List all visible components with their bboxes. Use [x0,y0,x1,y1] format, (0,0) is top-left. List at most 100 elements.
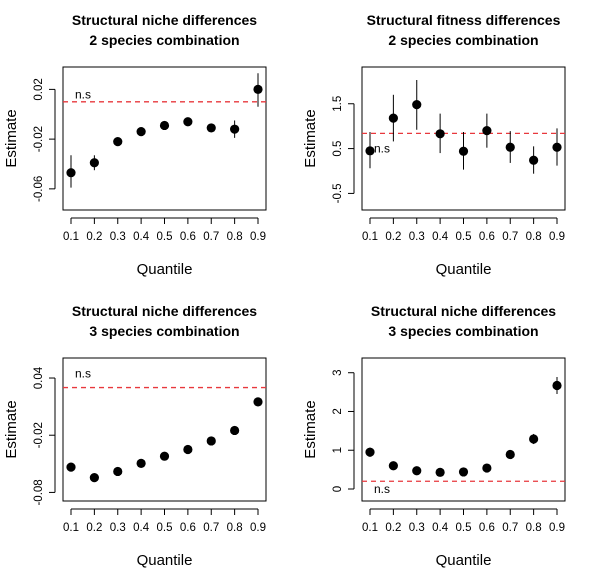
y-tick-label: -0.08 [33,479,45,505]
y-tick-label: 1.5 [332,96,344,112]
data-point [412,100,422,110]
y-tick-label: 1 [332,447,344,453]
chart-panel-2: Structural fitness differences 2 species … [302,12,566,278]
chart-title-line-1: Structural fitness differences [367,12,561,28]
x-tick-label: 0.8 [227,231,243,243]
x-tick-label: 0.4 [432,231,449,243]
x-tick-label: 0.4 [432,522,449,534]
data-point [505,449,515,460]
data-point [435,129,445,139]
plot-frame [361,66,566,211]
x-axis-title: Quantile [436,261,492,278]
y-tick-label: 0 [332,486,344,492]
chart-panel-4: Structural niche differences 3 species co… [302,303,566,569]
x-tick-label: 0.6 [180,231,196,243]
data-point [552,380,562,391]
data-point [159,451,170,461]
data-point [66,462,76,472]
significance-note: n.s [374,142,390,156]
x-tick-label: 0.7 [502,231,518,243]
x-tick-label: 0.6 [479,231,495,243]
data-point [365,146,375,156]
data-point [253,84,263,94]
data-point [388,113,398,123]
x-tick-label: 0.5 [456,522,472,534]
y-tick-label: 3 [332,370,344,376]
x-axis-title: Quantile [436,552,492,569]
x-axis-title: Quantile [137,552,193,569]
y-tick-label: -0.02 [33,422,45,448]
data-point [136,127,146,137]
significance-note: n.s [75,87,91,101]
x-tick-label: 0.1 [63,522,79,534]
data-point [505,142,515,152]
chart-title-line-1: Structural niche differences [72,12,257,28]
x-tick-label: 0.3 [110,231,126,243]
chart-title-line-1: Structural niche differences [371,303,556,319]
x-tick-label: 0.1 [63,231,79,243]
y-tick-label: -0.5 [332,183,344,203]
y-axis-title: Estimate [3,400,20,458]
x-tick-label: 0.1 [362,231,378,243]
x-tick-label: 0.7 [203,231,219,243]
data-point [206,123,216,133]
x-tick-label: 0.4 [133,522,150,534]
y-tick-label: 0.04 [33,366,45,389]
data-point [183,444,193,455]
data-point [365,447,375,457]
chart-panel-1: Structural niche differences 2 species co… [3,12,267,278]
data-point [230,425,240,436]
x-tick-label: 0.1 [362,522,378,534]
data-point [89,158,99,168]
x-tick-label: 0.5 [157,231,173,243]
data-point [253,397,263,407]
plot-frame [62,357,267,502]
x-axis-title: Quantile [137,261,193,278]
chart-title-line-2: 2 species combination [89,32,239,48]
x-tick-label: 0.2 [86,231,102,243]
data-point [89,473,99,483]
data-point [113,466,123,477]
plot-frame [62,66,267,211]
x-tick-label: 0.2 [385,522,401,534]
data-point [529,155,539,165]
x-tick-label: 0.6 [180,522,196,534]
x-tick-label: 0.7 [502,522,518,534]
y-tick-label: -0.06 [33,176,45,202]
data-point [552,142,562,152]
data-point [435,467,445,477]
x-tick-label: 0.8 [526,231,542,243]
y-tick-label: 0.02 [33,78,45,100]
data-point [183,117,193,127]
chart-title-line-2: 3 species combination [89,323,239,339]
x-tick-label: 0.3 [110,522,126,534]
x-tick-label: 0.2 [86,522,102,534]
x-tick-label: 0.9 [549,522,565,534]
data-point [482,126,492,136]
data-point [66,168,76,178]
x-tick-label: 0.7 [203,522,219,534]
x-tick-label: 0.5 [456,231,472,243]
x-tick-label: 0.9 [549,231,565,243]
x-tick-label: 0.3 [409,522,425,534]
y-axis-title: Estimate [302,109,319,167]
chart-title-line-2: 3 species combination [388,323,538,339]
data-point [230,124,240,134]
x-tick-label: 0.9 [250,522,266,534]
x-tick-label: 0.9 [250,231,266,243]
x-tick-label: 0.3 [409,231,425,243]
significance-note: n.s [75,366,91,380]
chart-panel-3: Structural niche differences 3 species co… [3,303,267,569]
data-point [206,436,216,446]
x-tick-label: 0.5 [157,522,173,534]
plot-frame [361,357,566,502]
data-point [159,120,170,131]
x-tick-label: 0.4 [133,231,150,243]
x-tick-label: 0.6 [479,522,495,534]
data-point [136,458,146,468]
data-point [482,463,492,473]
x-tick-label: 0.2 [385,231,401,243]
y-tick-label: 2 [332,408,344,414]
data-point [458,146,469,156]
